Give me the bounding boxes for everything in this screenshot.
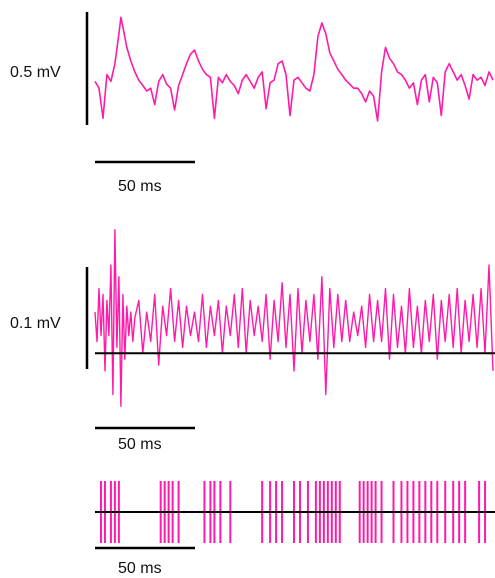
panel1-trace bbox=[94, 16, 494, 122]
panel-2: 0.1 mV 50 ms bbox=[10, 229, 495, 453]
panel2-trace bbox=[94, 229, 494, 407]
panel-3: 50 ms bbox=[95, 481, 495, 577]
panel1-x-scale-label: 50 ms bbox=[118, 178, 162, 195]
panel2-x-scale-label: 50 ms bbox=[118, 436, 162, 453]
panel1-y-scale-label: 0.5 mV bbox=[10, 64, 61, 81]
panel2-y-scale-label: 0.1 mV bbox=[10, 315, 61, 332]
panel3-x-scale-label: 50 ms bbox=[118, 560, 162, 577]
panel-1: 0.5 mV 50 ms bbox=[10, 12, 494, 195]
